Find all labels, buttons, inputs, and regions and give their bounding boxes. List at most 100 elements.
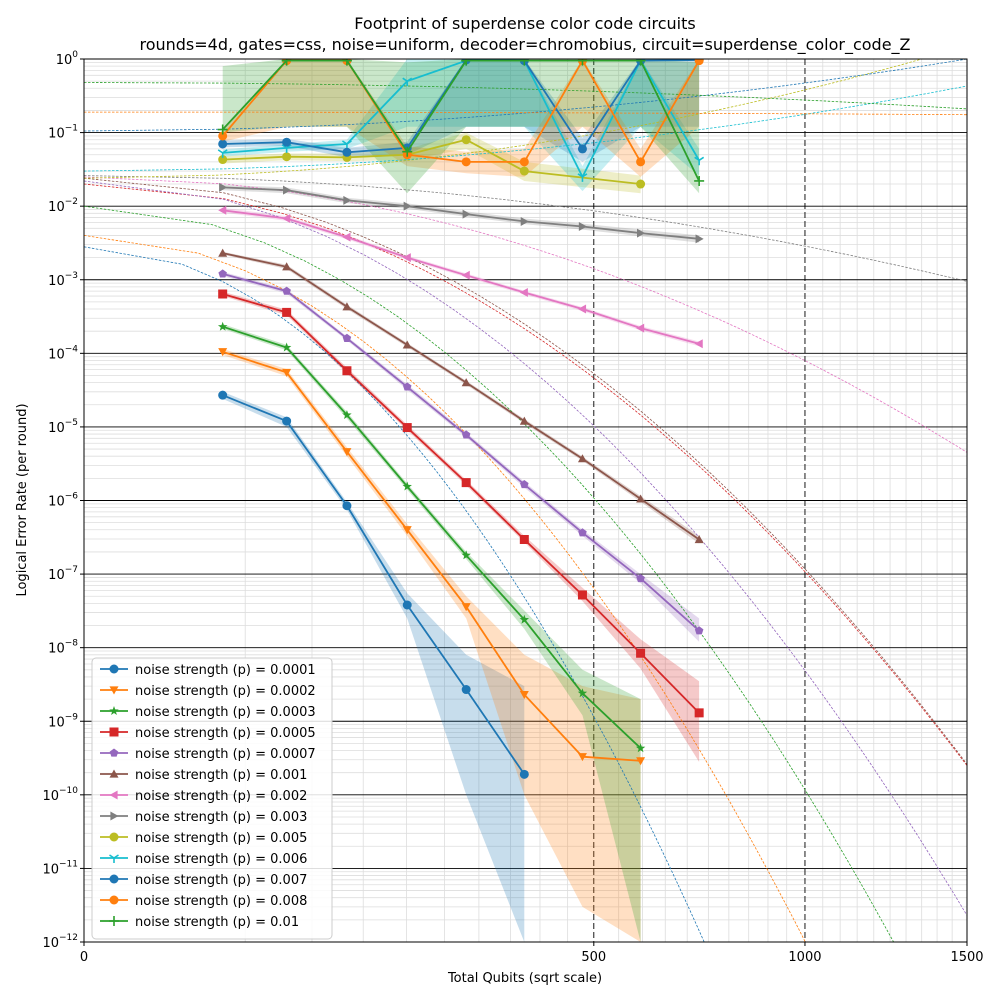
data-point bbox=[342, 333, 352, 342]
data-point bbox=[342, 501, 352, 511]
legend-label: noise strength (p) = 0.01 bbox=[135, 915, 299, 930]
y-tick-label: 10−6 bbox=[48, 492, 78, 510]
legend-marker bbox=[109, 769, 119, 778]
data-point bbox=[342, 232, 351, 242]
data-point bbox=[636, 179, 646, 189]
legend-label: noise strength (p) = 0.0005 bbox=[135, 726, 316, 741]
legend-marker bbox=[109, 664, 119, 674]
data-point bbox=[218, 348, 228, 357]
data-point bbox=[402, 481, 412, 491]
data-point bbox=[342, 147, 352, 157]
y-tick-label: 100 bbox=[56, 50, 79, 68]
fit-line-4 bbox=[84, 180, 967, 916]
data-point bbox=[577, 454, 587, 463]
y-tick-exponent: −1 bbox=[65, 124, 78, 134]
data-point bbox=[519, 288, 528, 298]
data-point bbox=[636, 648, 646, 658]
legend-label: noise strength (p) = 0.0001 bbox=[135, 663, 316, 678]
data-point bbox=[402, 382, 412, 391]
data-point bbox=[281, 144, 292, 153]
data-point bbox=[282, 368, 292, 377]
data-point bbox=[694, 708, 704, 718]
data-point bbox=[694, 535, 704, 544]
chart-title: Footprint of superdense color code circu… bbox=[354, 14, 695, 33]
data-point bbox=[519, 614, 530, 624]
y-tick-base: 10 bbox=[48, 274, 65, 289]
legend-label: noise strength (p) = 0.0002 bbox=[135, 684, 316, 699]
error-band-0 bbox=[222, 391, 525, 942]
data-point bbox=[402, 77, 413, 87]
data-point bbox=[519, 769, 529, 779]
data-point bbox=[577, 590, 587, 600]
data-point bbox=[636, 574, 645, 583]
data-point bbox=[577, 304, 587, 314]
data-point bbox=[578, 528, 587, 537]
legend-marker bbox=[109, 748, 119, 757]
data-point bbox=[282, 152, 292, 162]
y-tick-exponent: −9 bbox=[65, 712, 79, 722]
data-point bbox=[282, 286, 291, 295]
legend-marker bbox=[110, 811, 119, 821]
error-band-11 bbox=[222, 59, 700, 177]
data-point bbox=[402, 526, 412, 535]
y-tick-base: 10 bbox=[48, 127, 65, 142]
data-point bbox=[519, 416, 529, 425]
data-point bbox=[636, 228, 646, 238]
chart-subtitle: rounds=4d, gates=css, noise=uniform, dec… bbox=[139, 35, 910, 55]
legend-marker bbox=[109, 895, 119, 905]
series-lines bbox=[217, 59, 705, 779]
y-tick-exponent: −6 bbox=[65, 492, 79, 502]
data-point bbox=[519, 59, 530, 66]
legend-box bbox=[91, 657, 333, 940]
fit-line-3 bbox=[84, 183, 967, 766]
y-tick-label: 10−7 bbox=[48, 565, 78, 583]
data-point bbox=[342, 366, 352, 376]
data-point bbox=[218, 155, 228, 165]
data-point bbox=[636, 157, 646, 167]
data-point bbox=[520, 216, 529, 226]
error-band-4 bbox=[222, 271, 700, 642]
fit-line-1 bbox=[84, 235, 806, 942]
data-point bbox=[281, 342, 292, 352]
series-line-2 bbox=[222, 325, 642, 749]
y-tick-base: 10 bbox=[56, 53, 73, 68]
data-point bbox=[218, 205, 227, 215]
data-point bbox=[217, 124, 228, 135]
data-point bbox=[694, 59, 704, 66]
data-point bbox=[218, 248, 228, 257]
data-point bbox=[519, 535, 529, 545]
data-point bbox=[694, 156, 705, 166]
data-point bbox=[342, 302, 352, 311]
series-line-0 bbox=[222, 394, 526, 775]
legend-marker bbox=[109, 790, 118, 800]
data-point bbox=[519, 157, 529, 167]
y-tick-base: 10 bbox=[42, 936, 59, 951]
data-point bbox=[282, 262, 292, 271]
legend-marker bbox=[109, 706, 119, 715]
legend-marker bbox=[109, 874, 119, 884]
y-tick-exponent: −8 bbox=[65, 639, 79, 649]
x-tick-label: 1000 bbox=[788, 950, 821, 965]
data-point bbox=[636, 494, 646, 503]
data-point bbox=[281, 59, 292, 66]
legend-label: noise strength (p) = 0.007 bbox=[135, 873, 307, 888]
data-point bbox=[218, 390, 228, 400]
data-point bbox=[636, 323, 645, 333]
data-point bbox=[282, 137, 292, 147]
legend-marker bbox=[109, 686, 119, 695]
data-point bbox=[577, 688, 588, 698]
data-point bbox=[217, 149, 228, 158]
data-point bbox=[461, 603, 471, 612]
y-tick-exponent: −12 bbox=[59, 933, 78, 943]
y-tick-label: 10−8 bbox=[48, 639, 78, 657]
y-tick-base: 10 bbox=[48, 495, 65, 510]
error-band-1 bbox=[222, 348, 641, 942]
legend-label: noise strength (p) = 0.005 bbox=[135, 831, 307, 846]
data-point bbox=[461, 478, 471, 488]
fit-line-10 bbox=[84, 59, 967, 132]
data-point bbox=[694, 626, 704, 635]
legend-marker bbox=[109, 727, 119, 737]
y-tick-label: 10−11 bbox=[42, 859, 78, 877]
y-tick-base: 10 bbox=[48, 347, 65, 362]
